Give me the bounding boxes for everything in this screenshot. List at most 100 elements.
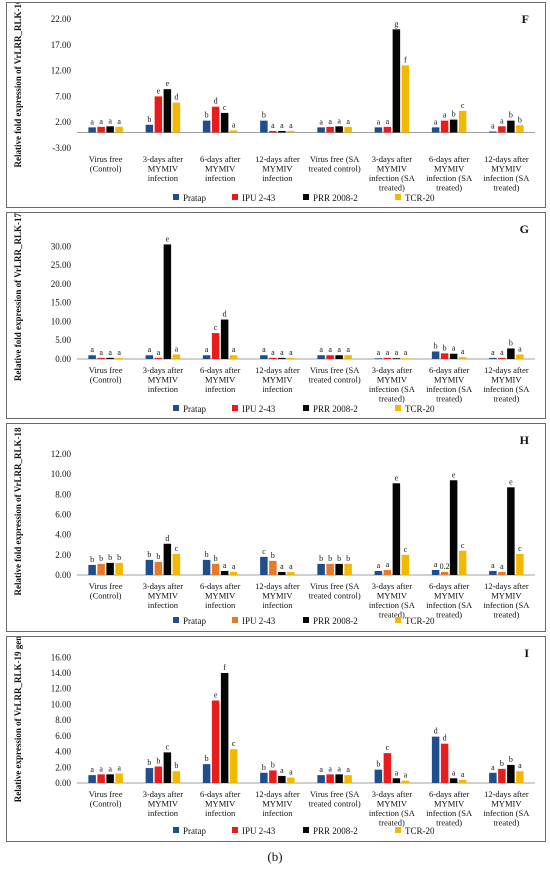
chart-h-bar bbox=[489, 570, 497, 575]
chart-i-bar bbox=[431, 736, 440, 783]
chart-g-bar bbox=[260, 355, 268, 359]
chart-f-category-label: MYMIV bbox=[434, 164, 465, 174]
chart-i-significance-label: a bbox=[289, 768, 293, 777]
chart-i-significance-label: b bbox=[376, 760, 380, 769]
chart-f-significance-label: b bbox=[518, 115, 522, 124]
chart-i-y-tick-label: 4.00 bbox=[55, 747, 71, 757]
chart-h-category-label: infection (SA bbox=[369, 600, 416, 610]
chart-h-category-label: treated) bbox=[436, 610, 462, 620]
chart-g-significance-label: b bbox=[443, 343, 447, 352]
chart-f-category-label: 3-days after bbox=[372, 154, 413, 164]
chart-h-category-label: infection bbox=[148, 600, 179, 610]
chart-i-significance-label: a bbox=[337, 764, 341, 773]
chart-f-bar bbox=[392, 29, 401, 133]
chart-g-significance-label: a bbox=[262, 345, 266, 354]
chart-i: I Relative expression of VrLRR_RLK-19 gen… bbox=[13, 637, 535, 836]
chart-h-legend-swatch bbox=[232, 617, 238, 623]
chart-h-bar bbox=[374, 570, 383, 575]
chart-i-bar bbox=[211, 700, 220, 783]
chart-g-significance-label: a bbox=[452, 344, 456, 353]
chart-i-category-label: MYMIV bbox=[205, 799, 236, 809]
chart-g-category-label: MYMIV bbox=[148, 375, 179, 385]
chart-f-bar bbox=[220, 112, 229, 133]
chart-f-legend-swatch bbox=[395, 194, 401, 200]
chart-g-significance-label: a bbox=[377, 348, 381, 357]
chart-f-bar bbox=[97, 126, 105, 133]
chart-g-bar bbox=[489, 357, 497, 359]
chart-g-category-label: MYMIV bbox=[491, 375, 522, 385]
chart-h-category-label: 3-days after bbox=[143, 581, 184, 591]
chart-h-significance-label: c bbox=[262, 547, 266, 556]
chart-f-bar bbox=[498, 126, 506, 133]
chart-h-significance-label: b bbox=[319, 554, 323, 563]
chart-h-category-label: 6-days after bbox=[429, 581, 470, 591]
chart-f-bar bbox=[335, 126, 343, 133]
chart-h-significance-label: b bbox=[156, 552, 160, 561]
chart-g-bar bbox=[431, 351, 440, 359]
chart-g-category-label: infection (SA bbox=[483, 384, 530, 394]
chart-f-category-label: 6-days after bbox=[429, 154, 470, 164]
chart-i-bar bbox=[440, 743, 449, 783]
chart-g-y-tick-label: 5.00 bbox=[55, 335, 71, 345]
chart-f-significance-label: a bbox=[99, 117, 103, 126]
chart-g-significance-label: b bbox=[509, 338, 513, 347]
chart-h-bar bbox=[88, 564, 96, 575]
chart-panel-f: F Relative fold expression of VrLRR_RLK-1… bbox=[6, 2, 546, 208]
chart-h-bar bbox=[97, 563, 105, 575]
chart-h-significance-label: b bbox=[99, 554, 103, 563]
chart-i-bar bbox=[458, 779, 467, 783]
chart-g-bar bbox=[374, 358, 383, 360]
chart-f-significance-label: a bbox=[491, 121, 495, 130]
chart-h-bar bbox=[172, 553, 181, 575]
chart-h-bar bbox=[154, 561, 163, 575]
chart-i-significance-label: a bbox=[395, 768, 399, 777]
chart-i-category-label: 3-days after bbox=[143, 789, 184, 799]
chart-i-legend-label: Pratap bbox=[183, 826, 206, 836]
chart-f-significance-label: d bbox=[214, 97, 218, 106]
chart-f-category-label: MYMIV bbox=[148, 164, 179, 174]
chart-h-legend-label: PRR 2008-2 bbox=[313, 616, 358, 626]
chart-h-significance-label: e bbox=[509, 477, 513, 486]
chart-h-bar bbox=[163, 543, 172, 575]
chart-h-bar bbox=[326, 563, 334, 575]
chart-f-significance-label: b bbox=[509, 111, 513, 120]
chart-f-category-label: 3-days after bbox=[143, 154, 184, 164]
chart-i-bar bbox=[335, 774, 343, 783]
chart-i-significance-label: a bbox=[328, 764, 332, 773]
chart-f-category-label: infection (SA bbox=[483, 173, 530, 183]
chart-h-significance-label: c bbox=[461, 541, 465, 550]
chart-i-category-label: treated) bbox=[379, 818, 405, 828]
chart-g-significance-label: b bbox=[434, 341, 438, 350]
chart-h-significance-label: a bbox=[386, 560, 390, 569]
chart-h-significance-label: b bbox=[90, 555, 94, 564]
chart-i-legend-swatch bbox=[395, 827, 401, 833]
chart-h-bar bbox=[458, 550, 467, 575]
chart-g-significance-label: a bbox=[386, 348, 390, 357]
chart-i-category-label: 12-days after bbox=[255, 789, 300, 799]
chart-g-significance-label: e bbox=[166, 234, 170, 243]
chart-i-y-tick-label: 12.00 bbox=[51, 684, 72, 694]
chart-f-bar bbox=[269, 130, 277, 133]
chart-i-significance-label: d bbox=[434, 727, 438, 736]
chart-h-significance-label: a bbox=[434, 560, 438, 569]
chart-i-category-label: infection (SA bbox=[483, 808, 530, 818]
chart-g-bar bbox=[97, 357, 105, 359]
chart-f-legend-label: Pratap bbox=[183, 193, 206, 203]
chart-h: H Relative fold expression of VrLRR_RLK-1… bbox=[13, 427, 535, 626]
chart-g-significance-label: a bbox=[461, 347, 465, 356]
chart-h-category-label: MYMIV bbox=[434, 591, 465, 601]
chart-g-bar bbox=[269, 357, 277, 359]
chart-h-y-tick-label: 2.00 bbox=[55, 550, 71, 560]
chart-i-bar bbox=[220, 673, 229, 783]
chart-i-significance-label: a bbox=[491, 763, 495, 772]
chart-f-legend-swatch bbox=[173, 194, 179, 200]
chart-f-y-axis-label: Relative fold expression of VrLRR_RLK-16 bbox=[13, 3, 23, 168]
chart-f-bar bbox=[229, 130, 238, 133]
chart-i-y-tick-label: 6.00 bbox=[55, 731, 71, 741]
chart-g-bar bbox=[507, 348, 515, 359]
chart-i-bar bbox=[145, 768, 154, 783]
chart-h-significance-label: e bbox=[395, 473, 399, 482]
chart-i-y-tick-label: 2.00 bbox=[55, 762, 71, 772]
chart-g: G Relative fold expression of VrLRR_RLK-1… bbox=[13, 213, 535, 414]
chart-h-category-label: MYMIV bbox=[205, 591, 236, 601]
